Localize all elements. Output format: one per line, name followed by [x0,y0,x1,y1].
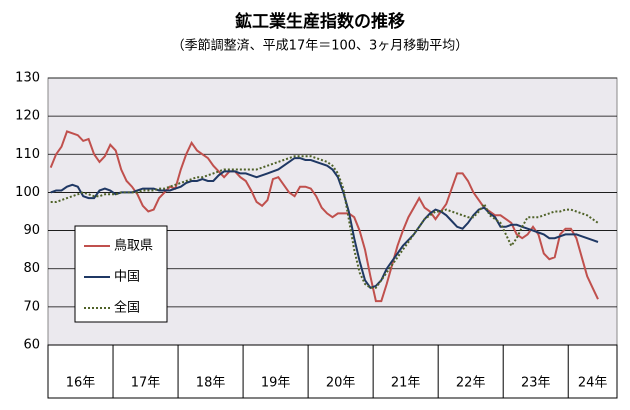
y-tick-label: 90 [23,223,40,238]
y-tick-label: 80 [23,261,40,276]
chart-title: 鉱工業生産指数の推移 [235,11,405,32]
legend-label: 全国 [114,300,140,316]
y-tick-label: 60 [23,338,40,353]
legend-label: 鳥取県 [114,239,153,254]
y-tick-label: 130 [15,71,40,86]
y-tick-label: 100 [15,185,40,200]
x-tick-label: 18年 [196,376,226,391]
legend-label: 中国 [114,270,140,285]
x-tick-label: 19年 [261,376,291,391]
x-tick-label: 20年 [326,376,356,391]
x-tick-label: 23年 [521,376,551,391]
y-tick-label: 70 [23,299,40,314]
x-tick-label: 22年 [456,376,486,391]
x-tick-label: 16年 [66,376,96,391]
x-tick-label: 24年 [578,376,608,391]
x-tick-label: 17年 [131,376,161,391]
y-tick-label: 120 [15,109,40,124]
series-line [49,130,599,303]
chart-subtitle: （季節調整済、平成17年＝100、3ヶ月移動平均） [172,38,469,54]
x-axis-band [47,344,618,399]
legend-box [74,225,168,323]
series-line [50,157,599,289]
y-tick-label: 110 [15,147,40,162]
x-tick-label: 21年 [391,376,421,391]
